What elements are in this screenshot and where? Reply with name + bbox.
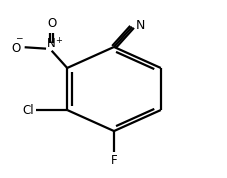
Text: −: − bbox=[15, 34, 23, 43]
Text: O: O bbox=[47, 17, 56, 30]
Text: F: F bbox=[110, 154, 117, 167]
Text: Cl: Cl bbox=[22, 104, 34, 117]
Text: N: N bbox=[47, 37, 56, 50]
Text: O: O bbox=[11, 42, 20, 55]
Text: N: N bbox=[135, 19, 144, 32]
Text: +: + bbox=[55, 36, 62, 46]
